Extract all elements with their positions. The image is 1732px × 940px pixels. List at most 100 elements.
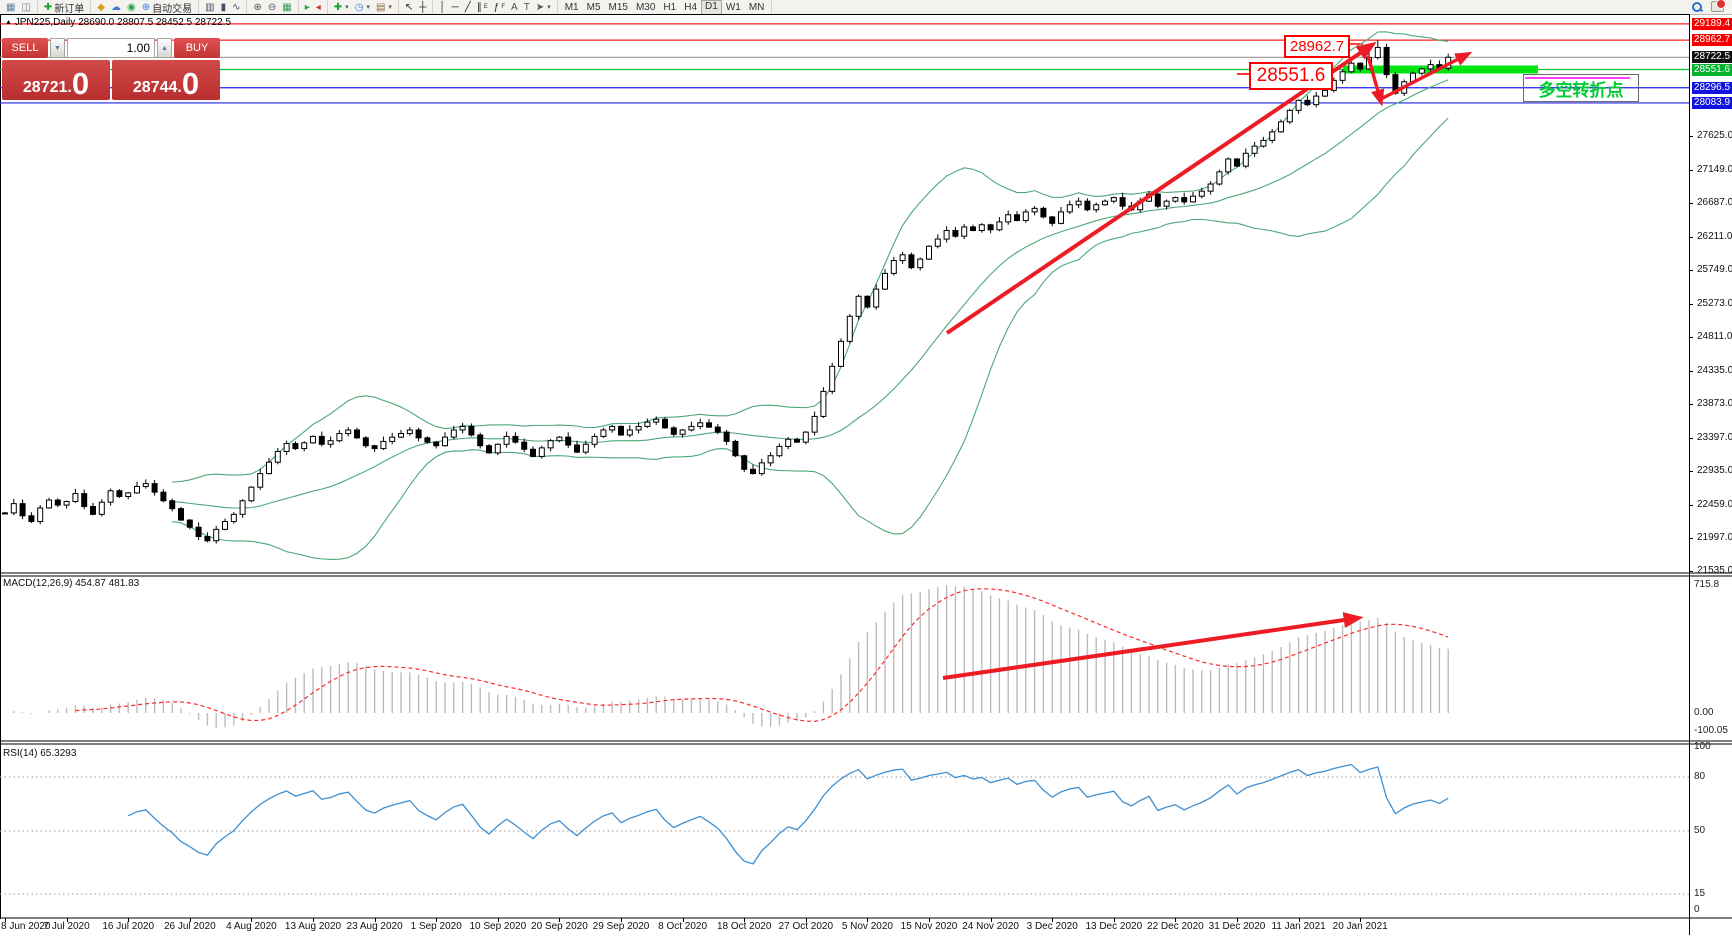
date-tick [374,918,376,922]
date-axis-label[interactable]: 13 Aug 2020 [284,921,342,932]
trendline-button[interactable]: ╱ [462,1,474,14]
profiles-button[interactable]: ◫ [18,1,33,14]
price-tick-label[interactable]: 27149.0 [1697,163,1732,175]
text-label-button[interactable]: T [521,1,533,14]
timeframe-m30[interactable]: M30 [635,1,656,13]
price-tick-label[interactable]: 26211.0 [1697,230,1732,242]
auto-scroll-icon: ▸ [304,1,310,13]
zoom-in-button[interactable]: ⊕ [250,1,264,14]
new-order-button[interactable]: ✚ 新订单 [41,1,87,15]
date-axis-label[interactable]: 27 Oct 2020 [778,921,834,932]
horizontal-line-button[interactable]: ─ [449,1,462,14]
date-axis-label[interactable]: 20 Jan 2021 [1332,921,1388,932]
auto-scroll-button[interactable]: ▸ [302,1,313,14]
date-axis-label[interactable]: 20 Sep 2020 [531,921,588,932]
periods-dropdown-icon[interactable]: ▾ [366,4,370,11]
chart-area[interactable] [0,14,1690,919]
bollinger-middle [172,79,1449,509]
search-icon[interactable] [1692,2,1704,13]
candle [794,437,800,443]
date-axis-label[interactable]: 11 Jan 2021 [1271,921,1326,932]
timeframe-h1[interactable]: H1 [663,1,677,13]
price-tick-label[interactable]: 24811.0 [1697,330,1732,342]
level-price-tag: 28551.6 [1692,63,1732,76]
arrows-tool-dropdown-icon[interactable]: ▾ [547,4,551,11]
volume-increase-button[interactable]: ▲ [157,38,172,58]
equidistant-channel-button[interactable]: ∥ E [476,1,488,13]
market-watch-button[interactable]: ◆ [94,1,108,14]
date-axis-label[interactable]: 18 Oct 2020 [716,921,772,932]
notifications-icon[interactable] [1711,0,1726,12]
date-axis-label[interactable]: 7 Jul 2020 [43,921,90,932]
chart-shift-button[interactable]: ◂ [313,1,324,14]
date-axis-label[interactable]: 1 Sep 2020 [410,921,462,932]
mql5-community-button[interactable]: ☁ [108,1,124,14]
date-axis-label[interactable]: 10 Sep 2020 [469,921,527,932]
templates-dropdown-icon[interactable]: ▾ [388,4,392,11]
price-tick-label[interactable]: 21535.0 [1697,565,1732,577]
candle [354,427,360,439]
text-button[interactable]: A [508,1,521,14]
crosshair-button[interactable]: ┼ [416,1,429,14]
price-tick-label[interactable]: 25749.0 [1697,263,1732,275]
line-chart-mode-button[interactable]: ∿ [229,1,243,14]
timeframe-w1[interactable]: W1 [725,1,741,13]
cursor-button[interactable]: ↖ [402,1,416,14]
rsi-axis-label: 100 [1694,741,1711,752]
price-tick-label[interactable]: 22935.0 [1697,465,1732,477]
vertical-line-button[interactable]: │ [436,1,448,14]
turning-point-note[interactable]: 多空转折点 [1523,74,1639,102]
date-axis-label[interactable]: 3 Dec 2020 [1026,921,1078,932]
price-tick-label[interactable]: 26687.0 [1697,196,1732,208]
sell-price-display[interactable]: 28721. 0 [2,60,110,100]
timeframe-mn[interactable]: MN [748,1,765,13]
date-axis-label[interactable]: 22 Dec 2020 [1147,921,1204,932]
date-axis-label[interactable]: 15 Nov 2020 [900,921,958,932]
date-axis-label[interactable]: 23 Aug 2020 [346,921,403,932]
auto-trading-button[interactable]: ⊕ 自动交易 [139,1,195,15]
templates-button[interactable]: ▤ ▾ [373,1,395,14]
tile-windows-button[interactable]: ▦ [279,1,294,14]
buy-price-display[interactable]: 28744. 0 [112,60,220,100]
date-axis-label[interactable]: 5 Nov 2020 [841,921,893,932]
date-axis-label[interactable]: 31 Dec 2020 [1208,921,1266,932]
price-tick-label[interactable]: 23397.0 [1697,432,1732,444]
date-axis-label[interactable]: 16 Jul 2020 [102,921,155,932]
date-axis-label[interactable]: 4 Aug 2020 [226,921,277,932]
arrows-tool-button[interactable]: ➤ ▾ [533,1,554,14]
volume-decrease-button[interactable]: ▼ [50,38,65,58]
periods-button[interactable]: ◷ ▾ [352,1,373,14]
date-axis-label[interactable]: 24 Nov 2020 [962,921,1019,932]
price-tick-label[interactable]: 25273.0 [1697,297,1732,309]
timeframe-m5[interactable]: M5 [586,1,601,13]
candle [618,425,624,436]
price-tick-label[interactable]: 22459.0 [1697,499,1732,511]
buy-button[interactable]: BUY [174,38,220,58]
date-axis-label[interactable]: 26 Jul 2020 [163,921,216,932]
date-axis-label[interactable]: 8 Oct 2020 [658,921,708,932]
signals-button[interactable]: ◉ [124,1,139,14]
date-axis-label[interactable]: 13 Dec 2020 [1085,921,1143,932]
candlestick-mode-button[interactable]: ▮ [218,1,230,14]
collapse-triangle-icon[interactable]: ▲ [5,19,12,26]
timeframe-m15[interactable]: M15 [608,1,628,13]
price-tick-label[interactable]: 27625.0 [1697,129,1732,141]
date-axis-label[interactable]: 8 Jun 2020 [1,921,51,932]
bar-chart-mode-button[interactable]: ▥ [202,1,217,14]
date-axis-label[interactable]: 29 Sep 2020 [592,921,650,932]
support-price-annotation[interactable]: 28551.6 [1249,62,1333,90]
sell-button[interactable]: SELL [2,38,48,58]
resistance-price-annotation[interactable]: 28962.7 [1284,35,1350,58]
timeframe-m1[interactable]: M1 [564,1,579,13]
price-tick-label[interactable]: 24335.0 [1697,364,1732,376]
timeframe-h4[interactable]: H4 [684,1,698,13]
price-tick-label[interactable]: 23873.0 [1697,398,1732,410]
volume-input[interactable]: 1.00 [67,38,155,58]
indicators-dropdown-icon[interactable]: ▾ [345,4,349,11]
indicators-button[interactable]: ✚ ▾ [331,1,352,14]
new-chart-button[interactable]: ▦ [3,1,18,14]
price-tick-label[interactable]: 21997.0 [1697,532,1732,544]
zoom-out-button[interactable]: ⊖ [265,1,279,14]
